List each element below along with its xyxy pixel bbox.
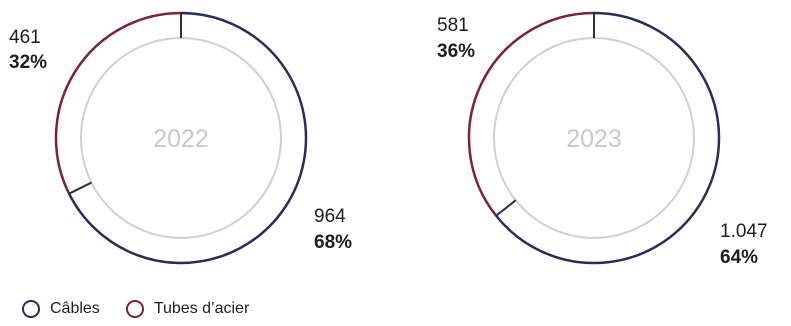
slice-value-label: 964 [314,206,346,227]
legend-swatch [125,300,144,318]
slice-percent-label: 64% [720,247,758,268]
slice-separator [495,199,517,217]
slice-percent-label: 32% [9,52,47,73]
legend-label: Tubes d’acier [153,300,250,317]
donut-slice [467,11,595,217]
donut-slice [495,11,721,265]
slice-value-label: 1.047 [720,221,768,242]
slice-percent-label: 68% [314,232,352,253]
donut-chart-2022: 2022 461 32% 964 68% [9,11,352,265]
donut-slice [67,11,308,265]
legend-swatch [22,300,40,318]
donut-slice [54,11,182,195]
slice-separator [68,181,92,195]
legend-item-tubes: Tubes d’acier [125,300,250,318]
slice-value-label: 581 [437,15,469,36]
center-year-label: 2023 [566,125,622,153]
donut-chart-2023: 2023 581 36% 1.047 64% [437,11,768,268]
slice-percent-label: 36% [437,41,475,62]
legend-item-cables: Câbles [22,300,100,318]
slice-value-label: 461 [9,27,41,48]
center-year-label: 2022 [153,125,209,153]
donut-arcs [467,11,721,265]
chart-legend: Câbles Tubes d’acier [22,300,275,318]
donut-arcs [54,11,308,265]
legend-label: Câbles [50,300,100,317]
